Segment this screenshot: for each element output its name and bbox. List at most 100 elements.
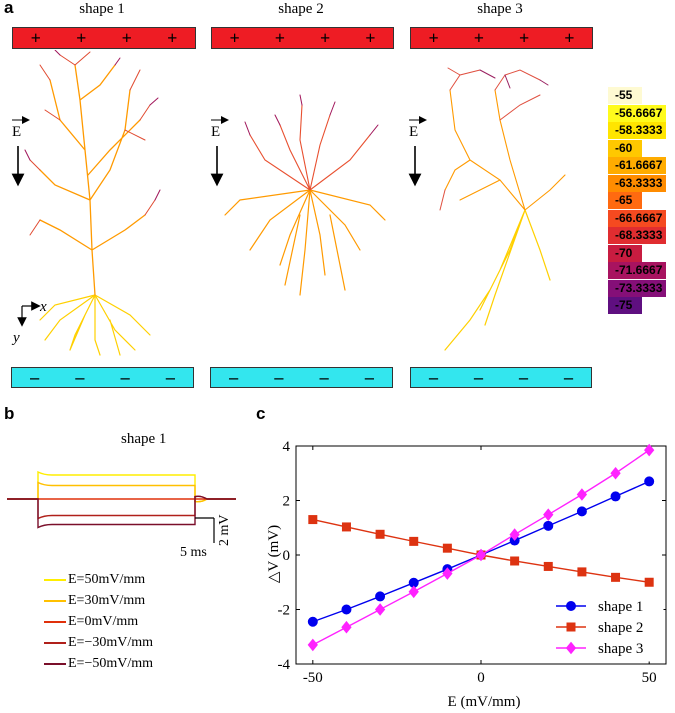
data-point (375, 591, 386, 602)
chart-ylabel: △V (mV) (266, 525, 282, 583)
voltage-trace (7, 495, 236, 529)
panel-b-title: shape 1 (121, 431, 167, 447)
chart-axes: -50 0 50 -4 -2 0 2 4 (278, 439, 667, 686)
minus-sign: – (564, 367, 573, 387)
data-point (408, 585, 419, 599)
colorbar-entry: -70 (608, 244, 642, 262)
minus-sign: – (120, 367, 130, 387)
scale-x-label: 5 ms (180, 545, 207, 560)
colorbar-label: -58.3333 (615, 123, 663, 137)
plus-sign: + (518, 27, 530, 48)
x-tick-label: 50 (642, 670, 657, 686)
colorbar-entry: -75 (608, 297, 642, 314)
data-point (644, 443, 655, 457)
efield-label: E (12, 124, 21, 140)
minus-sign: – (474, 367, 483, 387)
negative-electrode-2: – – – – (210, 367, 393, 388)
colorbar-label: -65 (615, 193, 633, 207)
data-point (510, 556, 520, 566)
colorbar-entry: -61.6667 (608, 157, 666, 174)
data-point (610, 491, 621, 502)
data-point (576, 506, 587, 517)
plus-sign: + (274, 27, 285, 48)
axis-y-label: y (11, 330, 20, 346)
legend-swatch (44, 578, 66, 581)
minus-sign: – (319, 367, 329, 387)
legend-label: E=−50mV/mm (68, 655, 154, 671)
legend-entry: shape 1 (556, 599, 643, 615)
colorbar-entry: -63.3333 (608, 174, 666, 192)
minus-sign: – (30, 367, 40, 387)
plus-sign: + (428, 27, 439, 48)
delta-v-chart: -50 0 50 -4 -2 0 2 4 shape 1 shape 2 shape 3 E (m… (266, 439, 667, 710)
legend-swatch (44, 599, 66, 602)
shape-2-title: shape 2 (278, 1, 324, 17)
data-point (644, 577, 654, 587)
xy-axes-indicator: x y (11, 299, 47, 346)
neuron-shape-3 (439, 67, 566, 351)
data-point (307, 616, 318, 627)
legend-entry: shape 2 (556, 620, 643, 636)
positive-electrode-1: + + + + (12, 27, 196, 49)
chart-xlabel: E (mV/mm) (448, 694, 521, 710)
minus-sign: – (364, 367, 374, 387)
y-tick-label: -4 (278, 657, 291, 673)
legend-swatch (44, 662, 66, 665)
colorbar-label: -75 (615, 298, 633, 312)
colorbar-label: -66.6667 (615, 210, 663, 225)
data-point (543, 561, 553, 571)
panel-a-letter: a (4, 0, 14, 17)
colorbar-entry: -55 (608, 87, 642, 104)
voltage-trace (7, 481, 236, 503)
colorbar-entry: -71.6667 (608, 262, 666, 279)
x-tick-label: 0 (477, 670, 485, 686)
neuron-panel-svg: E E E x y (11, 50, 566, 356)
legend-entry: E=−30mV/mm (44, 632, 153, 653)
colorbar-label: -63.3333 (615, 175, 663, 190)
voltage-traces-svg: 5 ms 2 mV (7, 470, 236, 560)
plus-sign: + (473, 27, 484, 48)
data-point (611, 572, 621, 582)
negative-electrode-3: – – – – (410, 367, 592, 388)
colorbar-entry: -73.3333 (608, 279, 666, 297)
colorbar-label: -55 (615, 88, 633, 102)
efield-indicator-1: E (11, 116, 30, 187)
colorbar-entry: -60 (608, 139, 642, 157)
colorbar-label: -61.6667 (615, 158, 663, 172)
legend-label: E=30mV/mm (68, 592, 146, 608)
data-point (409, 536, 419, 546)
data-point (375, 529, 385, 539)
chart-legend: shape 1 shape 2 shape 3 (547, 592, 664, 662)
colorbar-label: -70 (615, 245, 633, 260)
shape-1-title: shape 1 (79, 1, 125, 17)
plus-sign: + (121, 27, 132, 48)
legend-entry: E=−50mV/mm (44, 653, 153, 674)
data-point (307, 638, 318, 652)
data-point (308, 515, 318, 525)
y-tick-label: 2 (283, 494, 291, 510)
colorbar-entry: -58.3333 (608, 122, 666, 139)
scale-bar (195, 517, 215, 543)
efield-label: E (211, 124, 220, 140)
negative-electrode-1: – – – – (11, 367, 194, 388)
x-tick-label: -50 (303, 670, 323, 686)
legend-label: shape 1 (598, 599, 643, 615)
legend-entry: E=0mV/mm (44, 611, 138, 632)
legend-entry: E=30mV/mm (44, 590, 145, 611)
minus-sign: – (165, 367, 175, 387)
colorbar-entry: -66.6667 (608, 209, 666, 227)
data-point (374, 603, 386, 616)
efield-label: E (409, 124, 418, 140)
scale-y-label: 2 mV (217, 515, 232, 547)
series-shape-3 (307, 443, 655, 652)
chart-series (307, 443, 655, 652)
data-point (475, 548, 487, 562)
data-point (576, 488, 588, 501)
legend-entry: E=50mV/mm (44, 569, 145, 590)
axis-x-label: x (39, 299, 47, 315)
positive-electrode-2: + + + + (211, 27, 394, 49)
legend-label: E=50mV/mm (68, 571, 146, 587)
colorbar-label: -68.3333 (615, 228, 663, 242)
data-point (543, 508, 554, 521)
colorbar-label: -60 (615, 140, 633, 155)
